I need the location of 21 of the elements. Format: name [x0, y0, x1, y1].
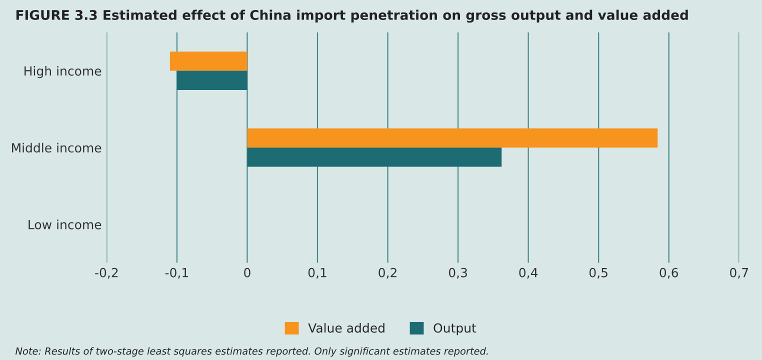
legend-label: Value added — [308, 323, 384, 333]
bar — [247, 128, 658, 148]
x-tick-label: 0,3 — [448, 268, 467, 279]
x-tick-label: 0,5 — [589, 268, 608, 279]
x-tick-label: 0,6 — [660, 268, 678, 279]
x-tick-label: 0,7 — [730, 268, 748, 279]
bar — [170, 52, 248, 71]
bar — [247, 148, 502, 167]
x-tick-label: -0,2 — [95, 268, 118, 279]
x-tick-label: -0,1 — [165, 268, 188, 279]
x-tick-label: 0,4 — [519, 268, 538, 279]
x-tick-label: 0,2 — [378, 268, 396, 279]
y-tick-label: Middle income — [12, 142, 102, 153]
bar — [176, 70, 248, 90]
chart-title: FIGURE 3.3 Estimated effect of China import penetration on gross output and value added — [16, 10, 688, 23]
y-tick-label: Low income — [28, 220, 102, 230]
legend-label: Output — [434, 323, 476, 336]
x-tick-label: 0,1 — [308, 268, 326, 279]
y-tick-label: High income — [24, 66, 102, 78]
x-tick-label: 0 — [244, 268, 250, 278]
text: Note: Results of two-stage least squares estimates reported. Only significant estimates reported. — [16, 347, 488, 357]
